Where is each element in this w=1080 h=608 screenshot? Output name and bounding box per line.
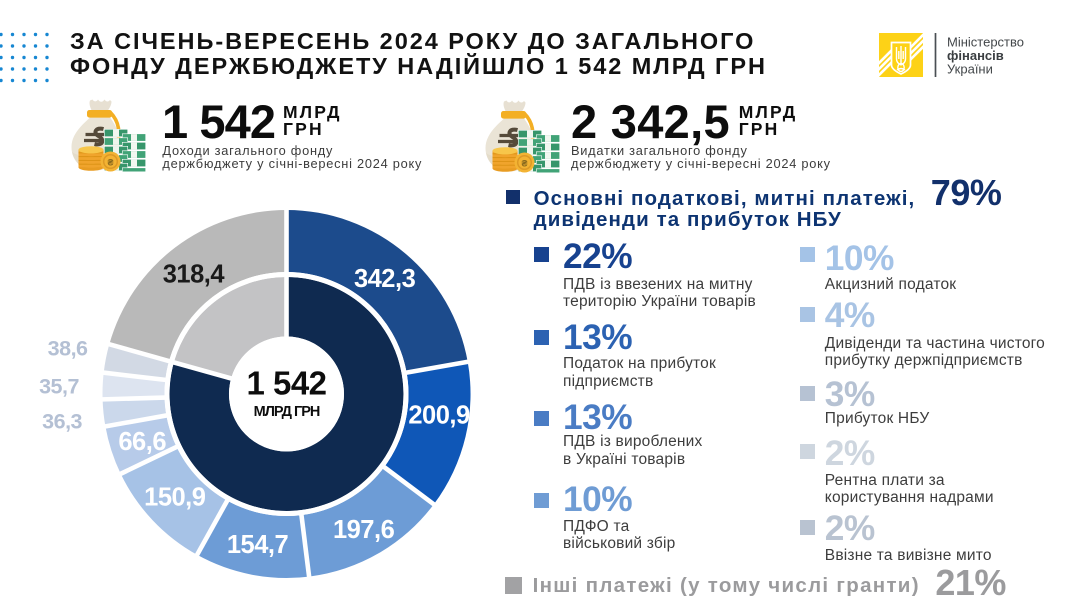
svg-text:35,7: 35,7 [39, 374, 79, 398]
svg-text:Міністерство: Міністерство [947, 35, 1024, 50]
svg-text:36,3: 36,3 [42, 410, 82, 434]
svg-text:₴: ₴ [107, 158, 113, 168]
svg-text:МЛРД ГРН: МЛРД ГРН [254, 404, 320, 420]
svg-text:₴: ₴ [521, 159, 527, 169]
svg-text:197,6: 197,6 [333, 516, 395, 544]
svg-text:150,9: 150,9 [144, 484, 206, 512]
svg-text:1 542: 1 542 [246, 365, 326, 402]
svg-text:66,6: 66,6 [118, 428, 166, 456]
svg-text:фінансів: фінансів [947, 48, 1004, 63]
svg-text:України: України [947, 62, 993, 77]
svg-text:342,3: 342,3 [354, 265, 416, 293]
svg-text:38,6: 38,6 [48, 336, 88, 360]
svg-text:154,7: 154,7 [227, 531, 289, 559]
svg-text:200,9: 200,9 [408, 402, 470, 430]
svg-text:318,4: 318,4 [163, 261, 226, 289]
